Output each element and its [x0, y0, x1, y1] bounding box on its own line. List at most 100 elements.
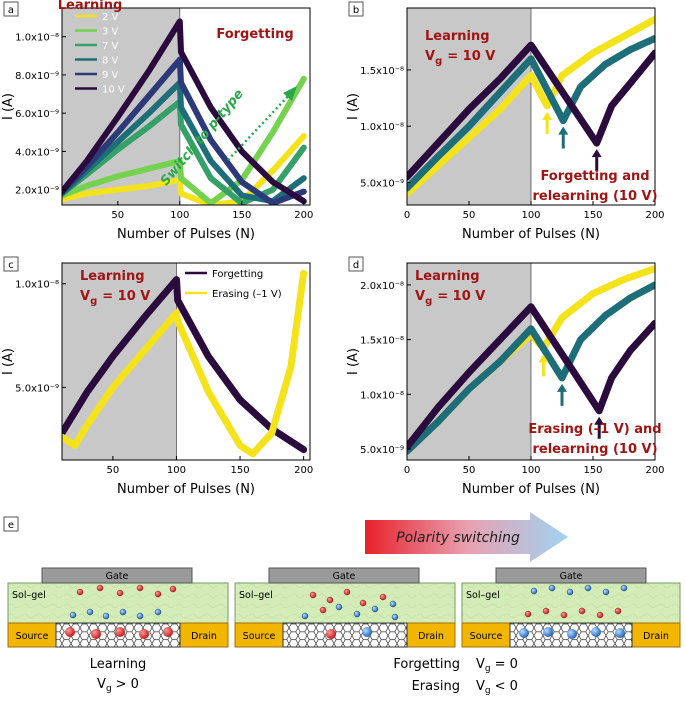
symbol: V [476, 679, 485, 694]
x-tick-label: 100 [521, 210, 540, 221]
subscript: g [106, 684, 112, 694]
x-tick-label: 150 [231, 465, 250, 476]
y-axis-label: I (A) [346, 93, 361, 120]
annotation: relearning (10 V) [532, 189, 657, 204]
drain [406, 622, 456, 648]
gate-label: Gate [560, 571, 583, 582]
plot-frame [61, 262, 311, 461]
x-tick-label: 150 [583, 465, 602, 476]
drain [631, 622, 681, 648]
subscript: g [485, 664, 491, 674]
plot-frame [61, 7, 311, 206]
source-label: Source [243, 631, 276, 642]
legend-label: Forgetting [212, 269, 263, 280]
device: Gate Sol–gel Source Drain [7, 567, 229, 648]
caption-condition: Vg > 0 [97, 677, 139, 694]
y-tick-label: 5.0x10⁻⁹ [360, 178, 404, 189]
arrow-label: Polarity switching [396, 530, 520, 546]
legend-label: Erasing (–1 V) [212, 289, 282, 300]
legend-label: 9 V [102, 70, 119, 81]
dielectric-label: Sol–gel [466, 590, 500, 601]
x-tick-label: 200 [294, 465, 313, 476]
y-tick-label: 5.0x10⁻⁹ [360, 445, 404, 456]
y-tick-label: 6.0x10⁻⁹ [15, 109, 59, 120]
annotation-rest: = 10 V [437, 289, 485, 304]
series-line [62, 133, 307, 205]
panel-letter-box [348, 256, 364, 272]
annotation: Vg = 10 V [425, 49, 495, 67]
gate [41, 567, 193, 584]
condition: < 0 [495, 679, 518, 694]
x-tick-label: 0 [404, 210, 410, 221]
gate-label: Gate [106, 571, 129, 582]
minimum-arrowhead [594, 416, 605, 425]
source [461, 622, 511, 648]
subscript: g [435, 56, 442, 67]
annotation: Vg = 10 V [80, 289, 150, 307]
series-line [62, 79, 307, 205]
series-line [62, 18, 307, 205]
source-label: Source [470, 631, 503, 642]
panel-letter-box [3, 1, 19, 17]
annotation: Forgetting and [540, 169, 649, 184]
caption-mode: Forgetting [393, 657, 460, 672]
annotation: Learning [425, 29, 490, 44]
learning-region [62, 263, 177, 460]
y-tick-label: 2.0x10⁻⁸ [360, 281, 404, 292]
panel-e: e Polarity switching Gate Sol–gel Source… [3, 512, 681, 696]
annotation: Learning [58, 0, 123, 13]
source-label: Source [16, 631, 49, 642]
panel-letter: d [353, 260, 359, 271]
y-tick-label: 1.0x10⁻⁸ [360, 122, 404, 133]
x-axis-label: Number of Pulses (N) [117, 482, 255, 497]
minimum-arrowhead [558, 126, 569, 135]
drain [179, 622, 229, 648]
x-axis-label: Number of Pulses (N) [117, 227, 255, 242]
condition: > 0 [116, 677, 139, 692]
x-tick-label: 150 [583, 210, 602, 221]
annotation: Erasing (–1 V) and [528, 422, 661, 437]
x-tick-label: 50 [463, 210, 476, 221]
x-tick-label: 100 [521, 465, 540, 476]
legend-label: 3 V [102, 27, 119, 38]
y-tick-label: 1.0x10⁻⁸ [15, 280, 59, 291]
gate-label: Gate [333, 571, 356, 582]
panel-letter: b [353, 5, 359, 16]
y-tick-label: 2.0x10⁻⁹ [15, 186, 59, 197]
sol-gel [7, 582, 229, 624]
caption-mode: Learning [90, 657, 146, 672]
series-line [407, 34, 655, 192]
device: Gate Sol–gel Source Drain [461, 567, 681, 648]
chart-panel: 50 100 150 200 2.0x10⁻⁹ 4.0x10⁻⁹ 6.0x10⁻⁹ 8.0x1… [1, 0, 313, 242]
y-tick-label: 5.0x10⁻⁹ [15, 383, 59, 394]
gate [268, 567, 420, 584]
chart-panel: 0 50 100 150 200 5.0x10⁻⁹ 1.0x10⁻⁸ 1.5x10⁻⁸ Numb… [346, 1, 665, 242]
x-tick-label: 50 [111, 210, 124, 221]
series-line [407, 303, 655, 451]
panel-letter-box [3, 516, 19, 532]
chart-panel: 0 50 100 150 200 5.0x10⁻⁹ 1.0x10⁻⁸ 1.5x10⁻⁸ 2.0x… [346, 256, 665, 497]
minimum-arrowhead [538, 354, 549, 363]
panel-letter-box [348, 1, 364, 17]
panel-letter: c [8, 260, 14, 271]
symbol: V [476, 657, 485, 672]
subscript: g [425, 296, 432, 307]
subscript: g [485, 686, 491, 696]
y-tick-label: 1.5x10⁻⁸ [360, 66, 404, 77]
legend-label: 10 V [102, 85, 125, 96]
dielectric-label: Sol–gel [239, 590, 273, 601]
sol-gel [234, 582, 456, 624]
series-line [407, 15, 655, 198]
annotation: Forgetting [216, 27, 293, 42]
symbol: V [415, 289, 425, 304]
panel-letter: e [8, 520, 14, 531]
caption-mode: Erasing [412, 679, 460, 694]
x-tick-label: 0 [404, 465, 410, 476]
y-tick-label: 1.0x10⁻⁸ [360, 390, 404, 401]
y-tick-label: 4.0x10⁻⁹ [15, 147, 59, 158]
series-line [62, 269, 308, 458]
drain-label: Drain [191, 631, 217, 642]
x-tick-label: 200 [294, 210, 313, 221]
y-axis-label: I (A) [1, 348, 16, 375]
